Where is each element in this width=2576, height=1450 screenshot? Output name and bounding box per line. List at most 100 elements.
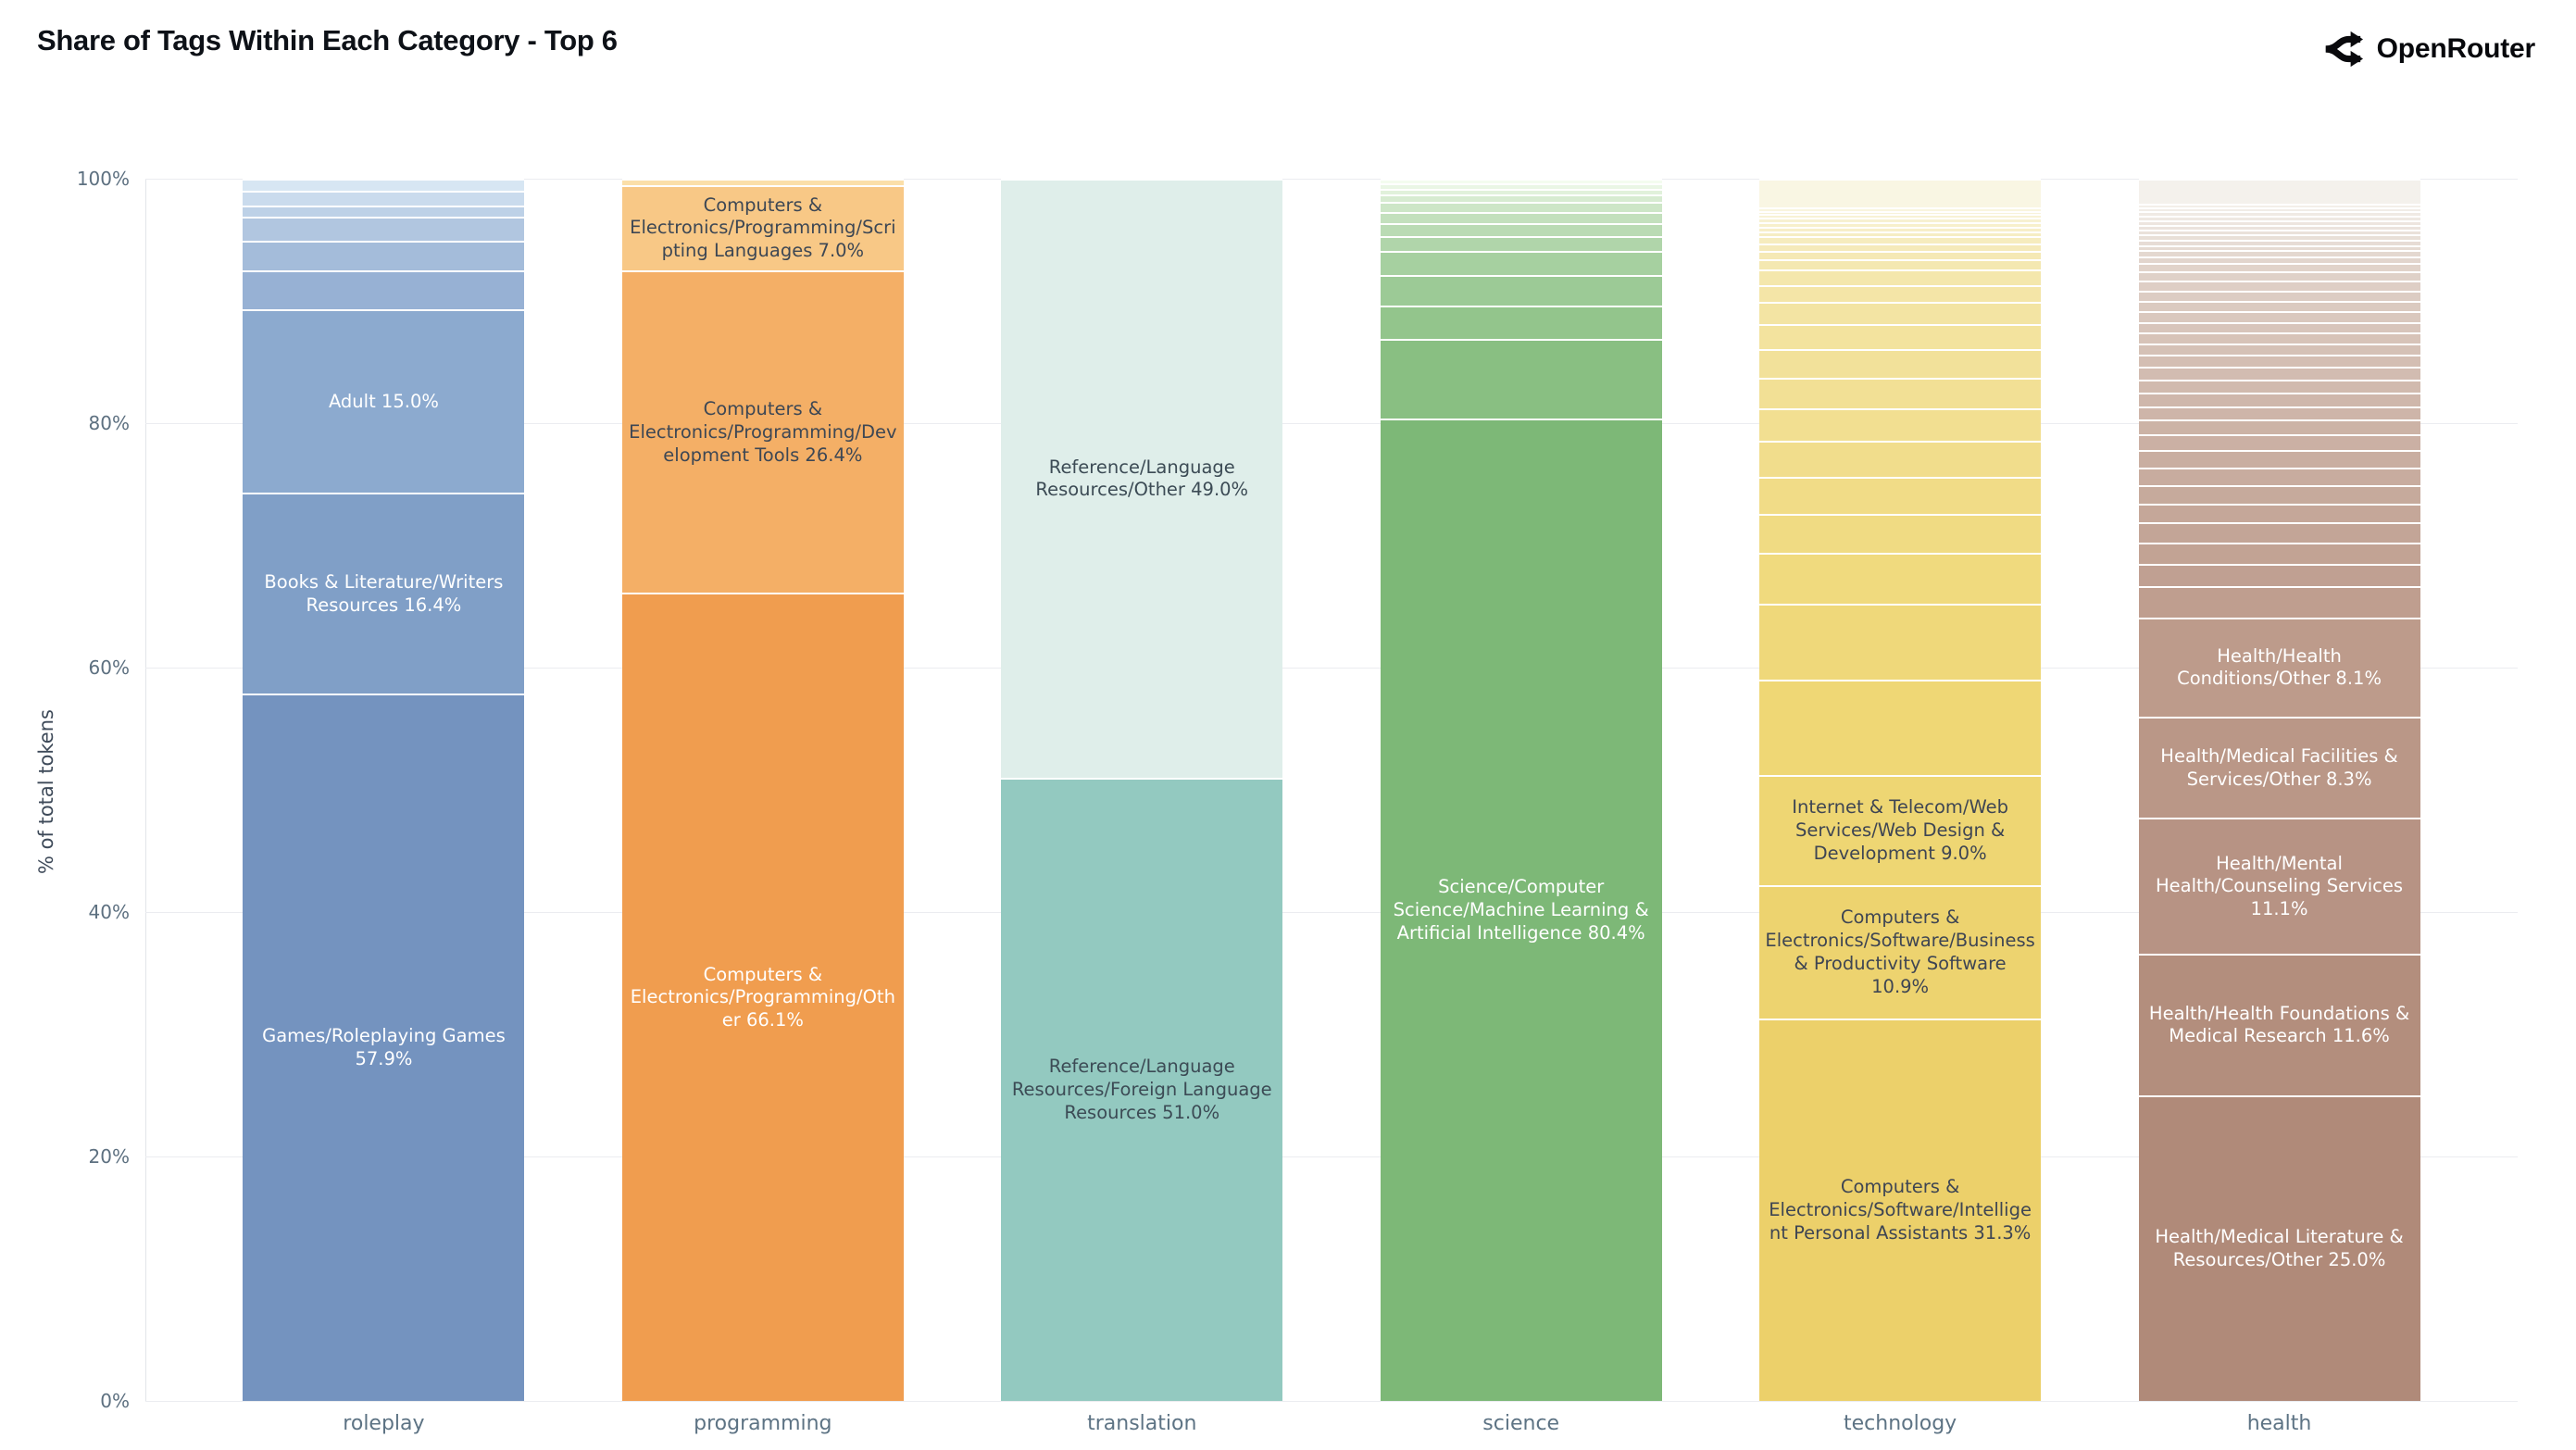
bar-stack: Reference/Language Resources/Foreign Lan…: [1001, 179, 1283, 1401]
bar-segment-minor: [2138, 215, 2420, 220]
bar-segment-minor: [1380, 222, 1662, 237]
bar-stack: Games/Roleplaying Games 57.9% Books & Lit…: [243, 179, 525, 1401]
bar-segment-minor: [2138, 310, 2420, 322]
bar-segment-minor: [1759, 251, 2042, 260]
bar-segment-minor: [243, 270, 525, 310]
bar-segment-minor: [1380, 338, 1662, 419]
bar-segment-minor: [2138, 332, 2420, 344]
bar-segment-minor: [2138, 450, 2420, 468]
bar-segment-minor: [243, 179, 525, 192]
bar-stack: Science/Computer Science/Machine Learnin…: [1380, 179, 1662, 1401]
gridline: [145, 1401, 2518, 1402]
bar-segment-minor: [2138, 219, 2420, 225]
bar-segment-minor: [2138, 406, 2420, 420]
segment-label: Health/Medical Facilities & Services/Oth…: [2160, 744, 2398, 790]
bar-segment: Computers & Electronics/Programming/Othe…: [621, 593, 904, 1401]
bar-segment-minor: [1759, 604, 2042, 681]
bar-segment: Computers & Electronics/Programming/Deve…: [621, 270, 904, 594]
bar-translation: Reference/Language Resources/Foreign Lan…: [1001, 179, 1283, 1435]
bars-row: Games/Roleplaying Games 57.9% Books & Lit…: [145, 179, 2518, 1435]
bar-segment-minor: [2138, 521, 2420, 544]
bar-segment-minor: [1380, 275, 1662, 306]
bar-segment-minor: [1759, 348, 2042, 379]
bar-segment-minor: [1380, 306, 1662, 339]
bar-segment-minor: [2138, 224, 2420, 231]
bar-segment-minor: [2138, 206, 2420, 212]
bar-segment-minor: [2138, 379, 2420, 394]
bar-segment-minor: [1759, 210, 2042, 215]
bar-segment: Internet & Telecom/Web Services/Web Desi…: [1759, 775, 2042, 885]
segment-label: Games/Roleplaying Games 57.9%: [262, 1025, 506, 1069]
bar-segment-minor: [1759, 218, 2042, 223]
bar-segment: Health/Medical Facilities & Services/Oth…: [2138, 716, 2420, 819]
bar-segment-minor: [1759, 324, 2042, 349]
bar-segment-minor: [2138, 367, 2420, 380]
bar-segment-minor: [1380, 236, 1662, 251]
segment-label: Computers & Electronics/Programming/Othe…: [630, 963, 895, 1031]
bar-science: Science/Computer Science/Machine Learnin…: [1380, 179, 1662, 1435]
bar-technology: Computers & Electronics/Software/Intelli…: [1759, 179, 2042, 1435]
bar-segment: Health/Health Conditions/Other 8.1%: [2138, 617, 2420, 717]
bar-segment-minor: [2138, 281, 2420, 291]
bar-programming: Computers & Electronics/Programming/Othe…: [621, 179, 904, 1435]
bar-segment-minor: [2138, 179, 2420, 204]
bar-segment-minor: [2138, 300, 2420, 311]
bar-segment-minor: [1380, 183, 1662, 189]
bar-segment-minor: [1759, 259, 2042, 269]
bar-segment-minor: [1759, 179, 2042, 207]
brand-logo: OpenRouter: [2321, 28, 2535, 70]
bar-segment-minor: [243, 206, 525, 217]
bar-segment-minor: [2138, 250, 2420, 257]
bar-segment: Health/Medical Literature & Resources/Ot…: [2138, 1095, 2420, 1401]
bar-segment: Books & Literature/Writers Resources 16.…: [243, 493, 525, 694]
bar-segment-minor: [2138, 585, 2420, 618]
bar-segment: Adult 15.0%: [243, 309, 525, 494]
gridline: [145, 1156, 2518, 1157]
y-tick-label: 80%: [88, 412, 130, 434]
y-tick-label: 40%: [88, 901, 130, 923]
segment-label: Reference/Language Resources/Other 49.0%: [1035, 456, 1249, 501]
bar-segment-minor: [1380, 194, 1662, 203]
bar-segment-minor: [2138, 256, 2420, 263]
bar-segment-minor: [1759, 302, 2042, 325]
bar-segment-minor: [1380, 202, 1662, 212]
brand-name: OpenRouter: [2376, 33, 2536, 64]
segment-label: Reference/Language Resources/Foreign Lan…: [1011, 1056, 1272, 1123]
bar-segment-minor: [2138, 433, 2420, 451]
bar-segment-minor: [1380, 188, 1662, 195]
bar-segment-minor: [2138, 230, 2420, 235]
bar-roleplay: Games/Roleplaying Games 57.9% Books & Lit…: [243, 179, 525, 1435]
bar-segment-minor: [1759, 236, 2042, 244]
bar-segment-minor: [2138, 543, 2420, 564]
openrouter-fork-icon: [2321, 28, 2364, 70]
bar-segment-minor: [1759, 206, 2042, 211]
bar-segment-minor: [1759, 284, 2042, 303]
y-tick-label: 100%: [76, 168, 130, 190]
bar-segment-minor: [2138, 504, 2420, 522]
bar-segment: Computers & Electronics/Software/Busines…: [1759, 884, 2042, 1019]
bar-stack: Health/Medical Literature & Resources/Ot…: [2138, 179, 2420, 1401]
segment-label: Health/Health Conditions/Other 8.1%: [2177, 644, 2382, 690]
bar-segment-minor: [1380, 250, 1662, 276]
gridline: [145, 423, 2518, 424]
bar-segment: Reference/Language Resources/Foreign Lan…: [1001, 777, 1283, 1401]
bar-segment-minor: [2138, 234, 2420, 240]
bar-segment-minor: [1759, 214, 2042, 219]
x-tick-label: technology: [1844, 1412, 1957, 1435]
x-tick-label: science: [1482, 1412, 1560, 1435]
segment-label: Computers & Electronics/Programming/Deve…: [629, 398, 897, 466]
y-axis-spine: [145, 179, 146, 1401]
y-tick-label: 0%: [100, 1390, 130, 1412]
y-axis-title: % of total tokens: [35, 709, 57, 874]
bar-segment-minor: [1759, 513, 2042, 553]
segment-label: Computers & Electronics/Software/Busines…: [1765, 906, 2035, 997]
segment-label: Computers & Electronics/Software/Intelli…: [1769, 1176, 2032, 1244]
bar-segment-minor: [243, 216, 525, 242]
segment-label: Internet & Telecom/Web Services/Web Desi…: [1792, 796, 2008, 864]
bar-segment: Games/Roleplaying Games 57.9%: [243, 693, 525, 1401]
bar-segment: Health/Mental Health/Counseling Services…: [2138, 818, 2420, 954]
bar-segment-minor: [2138, 344, 2420, 356]
bar-segment-minor: [1759, 231, 2042, 237]
bar-segment-minor: [2138, 262, 2420, 271]
